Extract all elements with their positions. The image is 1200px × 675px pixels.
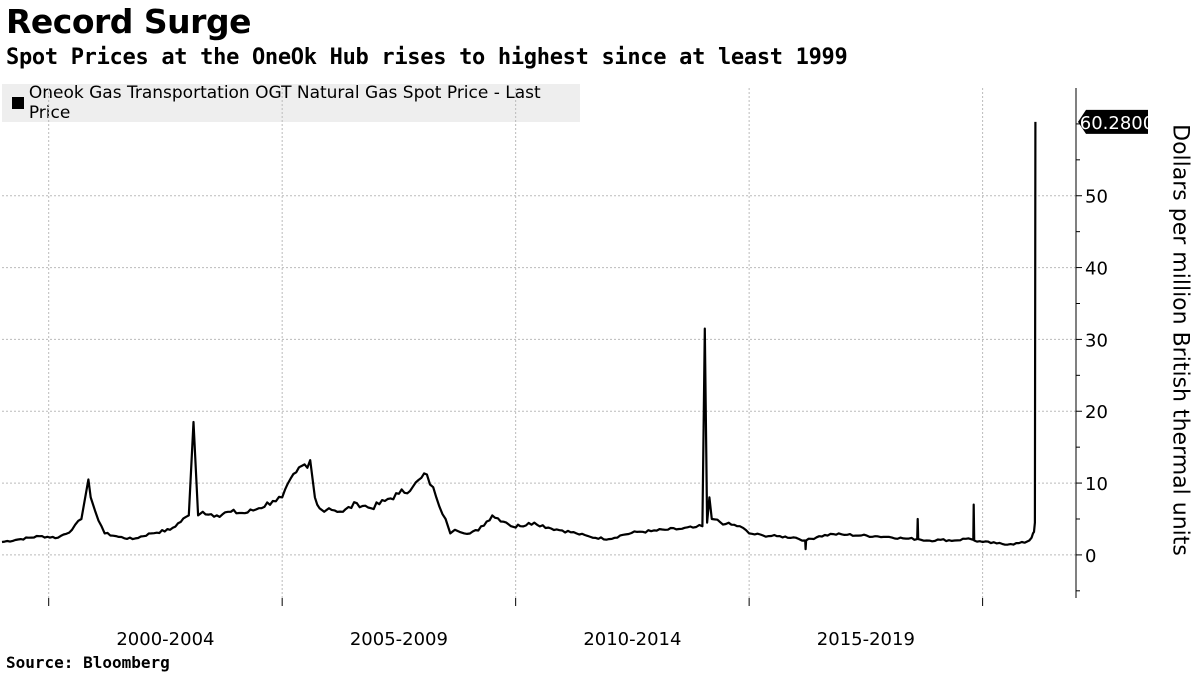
y-tick-label: 30: [1085, 330, 1108, 351]
x-tick-label: 2000-2004: [116, 629, 214, 650]
last-value-label: 60.2800: [1078, 109, 1154, 134]
x-tick-label: 2015-2019: [817, 629, 915, 650]
y-tick-label: 40: [1085, 259, 1108, 280]
y-axis-label-text: Dollars per million British thermal unit…: [1167, 124, 1193, 556]
x-tick-label: 2010-2014: [583, 629, 681, 650]
x-tick-label: 2005-2009: [350, 629, 448, 650]
y-tick-label: 50: [1085, 187, 1108, 208]
source-note: Source: Bloomberg: [6, 653, 170, 672]
grid: [2, 88, 1076, 598]
y-tick-label: 0: [1085, 546, 1096, 567]
legend-label: Oneok Gas Transportation OGT Natural Gas…: [28, 83, 541, 123]
last-value-text: 60.2800: [1080, 113, 1154, 134]
y-tick-label: 10: [1085, 474, 1108, 495]
last-value-marker: [1078, 109, 1148, 134]
x-axis: 2000-2004 2005-2009 2010-2014 2015-2019: [48, 598, 984, 650]
legend-swatch: [12, 97, 24, 109]
y-tick-label: 20: [1085, 402, 1108, 423]
chart-title: Record Surge: [6, 2, 251, 41]
legend: Oneok Gas Transportation OGT Natural Gas…: [2, 83, 580, 123]
series-line: [1, 121, 1037, 551]
y-axis: 0 10 20 30 40 50: [1075, 88, 1108, 598]
chart-subtitle: Spot Prices at the OneOk Hub rises to hi…: [6, 45, 848, 70]
